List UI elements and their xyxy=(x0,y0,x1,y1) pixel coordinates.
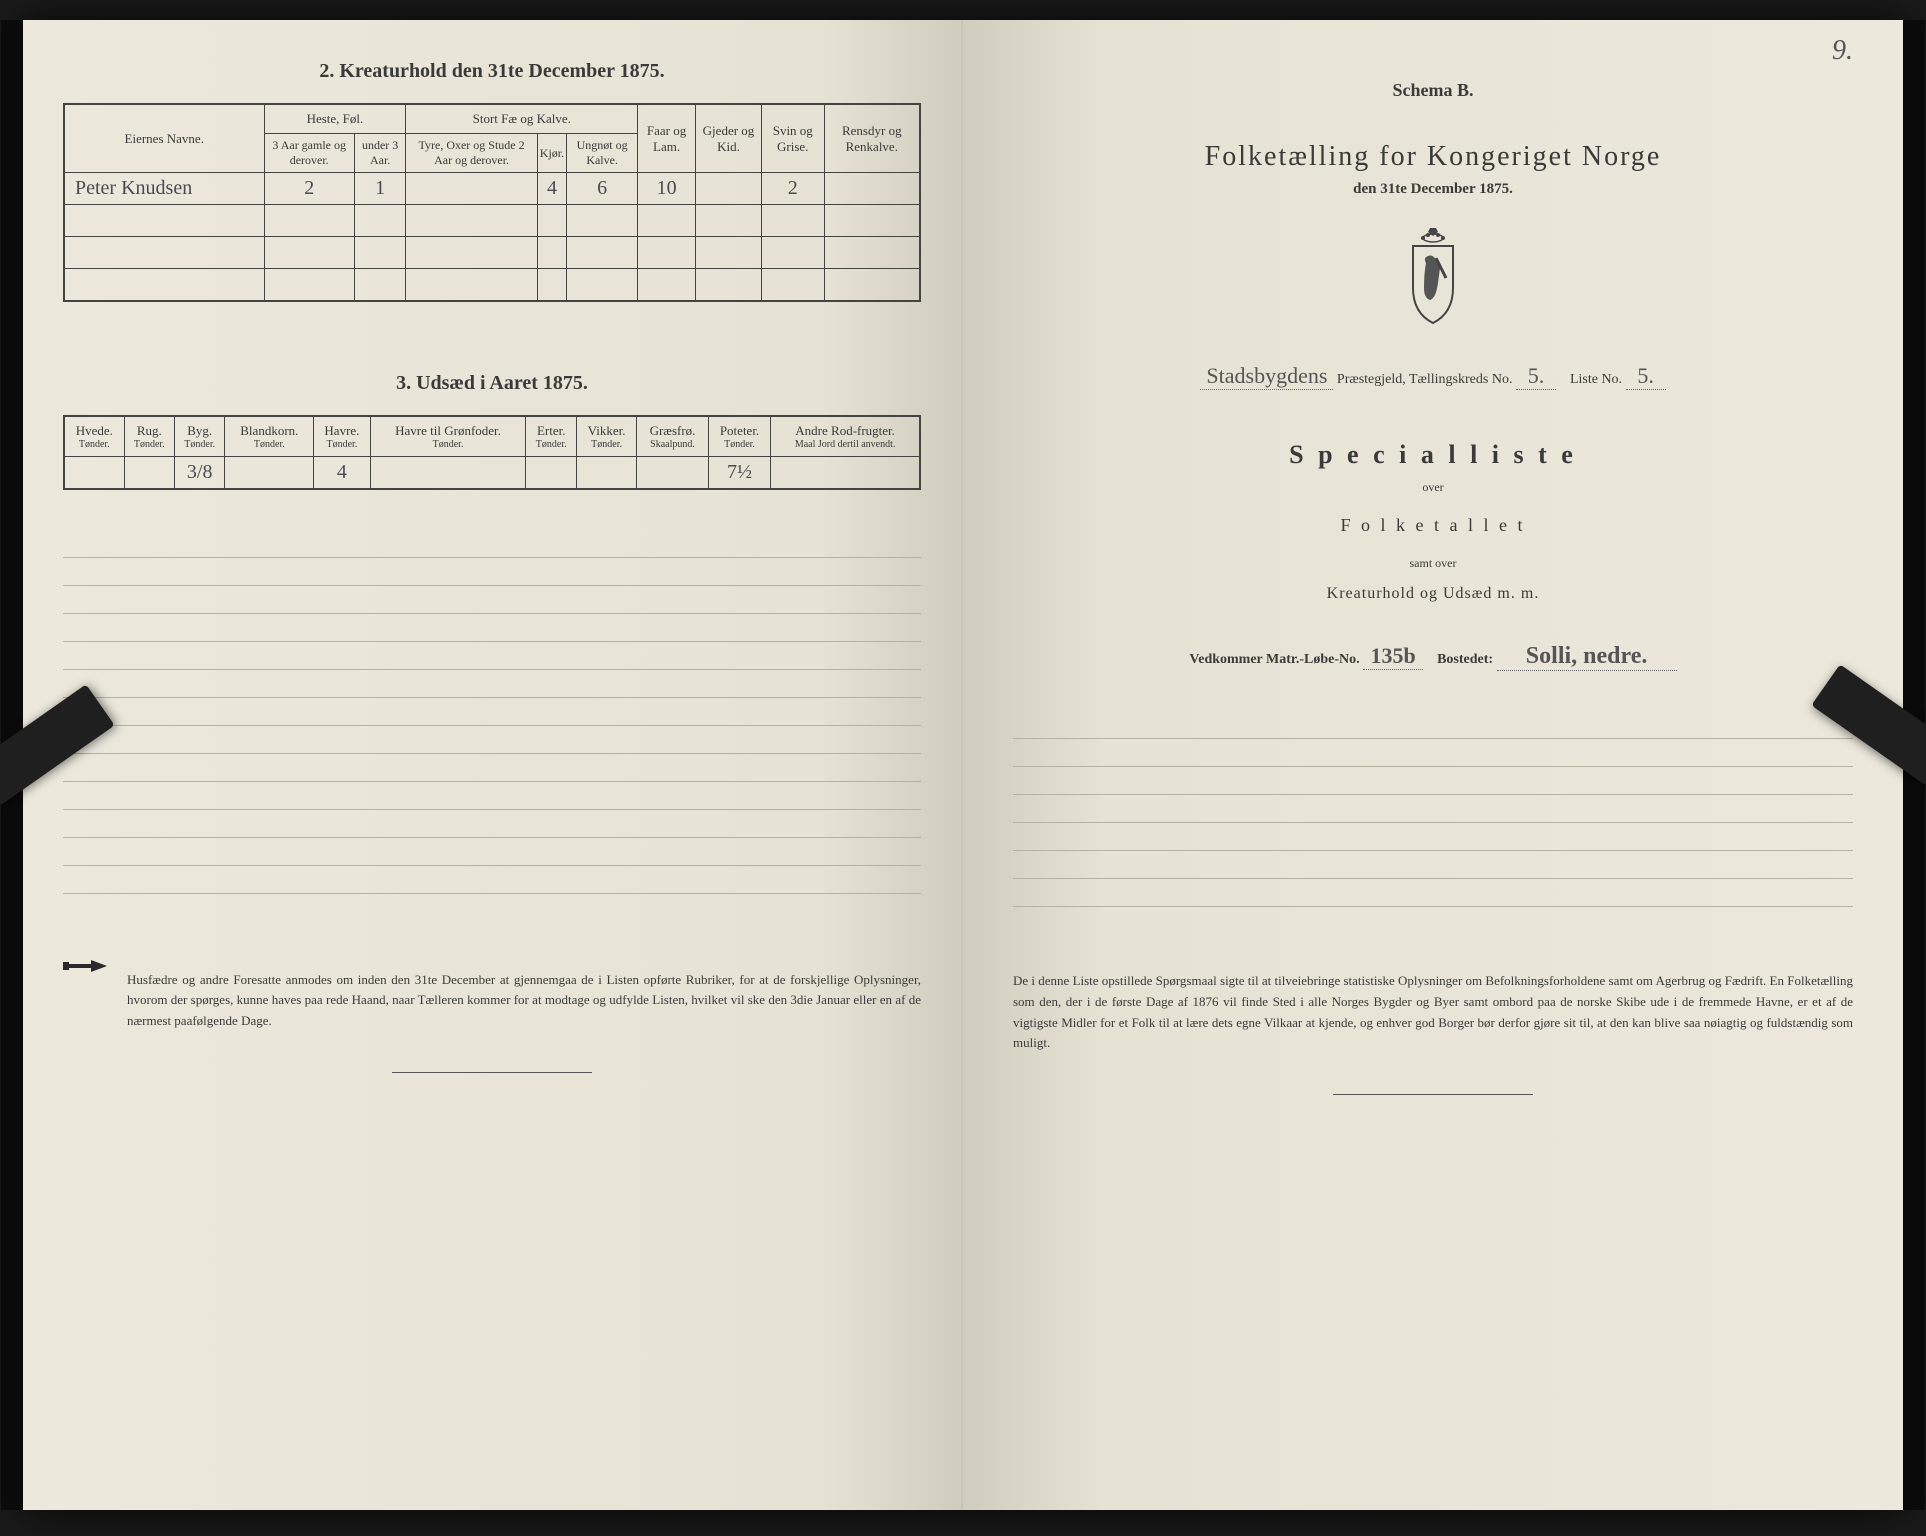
cell-eier: Peter Knudsen xyxy=(64,173,264,205)
matr-line: Vedkommer Matr.-Løbe-No. 135b Bostedet: … xyxy=(1013,643,1853,671)
cell-stort-b: 4 xyxy=(537,173,566,205)
col-havre: Havre.Tønder. xyxy=(314,416,370,457)
right-footnote: De i denne Liste opstillede Spørgsmaal s… xyxy=(1013,971,1853,1054)
left-page: 2. Kreaturhold den 31te December 1875. E… xyxy=(23,20,963,1510)
cell xyxy=(824,173,920,205)
col-heste-b: under 3 Aar. xyxy=(354,134,405,173)
section-2-title: 2. Kreaturhold den 31te December 1875. xyxy=(63,60,921,83)
divider xyxy=(1333,1094,1533,1095)
col-gjeder: Gjeder og Kid. xyxy=(696,104,762,173)
left-footnote-text: Husfædre og andre Foresatte anmodes om i… xyxy=(127,970,921,1032)
matr-no: 135b xyxy=(1363,643,1423,670)
col-faar: Faar og Lam. xyxy=(638,104,696,173)
kreds-no: 5. xyxy=(1516,363,1556,390)
col-havre-gron: Havre til Grønfoder.Tønder. xyxy=(370,416,526,457)
main-title: Folketælling for Kongeriget Norge xyxy=(1013,141,1853,173)
col-vikker: Vikker.Tønder. xyxy=(576,416,636,457)
liste-no: 5. xyxy=(1626,363,1666,390)
col-hvede: Hvede.Tønder. xyxy=(64,416,124,457)
col-stort-b: Kjør. xyxy=(537,134,566,173)
table-row: Peter Knudsen 2 1 4 6 10 2 xyxy=(64,173,920,205)
samt-over-label: samt over xyxy=(1013,556,1853,571)
livestock-table: Eiernes Navne. Heste, Føl. Stort Fæ og K… xyxy=(63,103,921,302)
table-row: 3/8 4 7½ xyxy=(64,456,920,489)
col-eier: Eiernes Navne. xyxy=(64,104,264,173)
seeding-table: Hvede.Tønder. Rug.Tønder. Byg.Tønder. Bl… xyxy=(63,415,921,490)
kreatur-line: Kreaturhold og Udsæd m. m. xyxy=(1013,585,1853,603)
left-footnote-block: Husfædre og andre Foresatte anmodes om i… xyxy=(63,950,921,1032)
bosted-label: Bostedet: xyxy=(1437,652,1493,667)
parish-name: Stadsbygdens xyxy=(1200,363,1333,390)
cell-heste-a: 2 xyxy=(264,173,354,205)
parish-line: Stadsbygdens Præstegjeld, Tællingskreds … xyxy=(1013,363,1853,390)
cell-stort-c: 6 xyxy=(567,173,638,205)
col-heste-a: 3 Aar gamle og derover. xyxy=(264,134,354,173)
col-andre: Andre Rod-frugter.Maal Jord dertil anven… xyxy=(771,416,920,457)
section-3-title: 3. Udsæd i Aaret 1875. xyxy=(63,372,921,395)
ruled-lines xyxy=(63,530,921,910)
cell-poteter: 7½ xyxy=(708,456,770,489)
ruled-lines xyxy=(1013,711,1853,931)
folketallet-heading: F o l k e t a l l e t xyxy=(1013,515,1853,536)
liste-label: Liste No. xyxy=(1570,372,1622,387)
pointing-hand-icon xyxy=(63,954,111,1032)
cell xyxy=(406,173,537,205)
col-stort-c: Ungnøt og Kalve. xyxy=(567,134,638,173)
cell xyxy=(696,173,762,205)
subtitle-date: den 31te December 1875. xyxy=(1013,181,1853,198)
cell-byg: 3/8 xyxy=(174,456,224,489)
cell-svin: 2 xyxy=(761,173,824,205)
parish-label: Præstegjeld, Tællingskreds No. xyxy=(1337,372,1513,387)
col-blandkorn: Blandkorn.Tønder. xyxy=(225,416,314,457)
col-stort: Stort Fæ og Kalve. xyxy=(406,104,638,134)
specialliste-heading: S p e c i a l l i s t e xyxy=(1013,440,1853,470)
page-number: 9. xyxy=(1832,35,1853,67)
col-poteter: Poteter.Tønder. xyxy=(708,416,770,457)
col-rensdyr: Rensdyr og Renkalve. xyxy=(824,104,920,173)
cell-havre: 4 xyxy=(314,456,370,489)
col-heste: Heste, Føl. xyxy=(264,104,406,134)
cell-heste-b: 1 xyxy=(354,173,405,205)
divider xyxy=(392,1072,592,1073)
cell-faar: 10 xyxy=(638,173,696,205)
col-svin: Svin og Grise. xyxy=(761,104,824,173)
col-byg: Byg.Tønder. xyxy=(174,416,224,457)
table-row xyxy=(64,269,920,301)
right-page: 9. Schema B. Folketælling for Kongeriget… xyxy=(963,20,1903,1510)
census-book-spread: 2. Kreaturhold den 31te December 1875. E… xyxy=(23,20,1903,1510)
col-rug: Rug.Tønder. xyxy=(124,416,174,457)
bosted-name: Solli, nedre. xyxy=(1497,643,1677,671)
col-graesfro: Græsfrø.Skaalpund. xyxy=(637,416,709,457)
matr-label: Vedkommer Matr.-Løbe-No. xyxy=(1189,652,1359,667)
coat-of-arms-icon xyxy=(1013,228,1853,333)
over-label: over xyxy=(1013,480,1853,495)
table-row xyxy=(64,205,920,237)
schema-label: Schema B. xyxy=(1013,80,1853,101)
col-stort-a: Tyre, Oxer og Stude 2 Aar og derover. xyxy=(406,134,537,173)
col-erter: Erter.Tønder. xyxy=(526,416,576,457)
table-row xyxy=(64,237,920,269)
